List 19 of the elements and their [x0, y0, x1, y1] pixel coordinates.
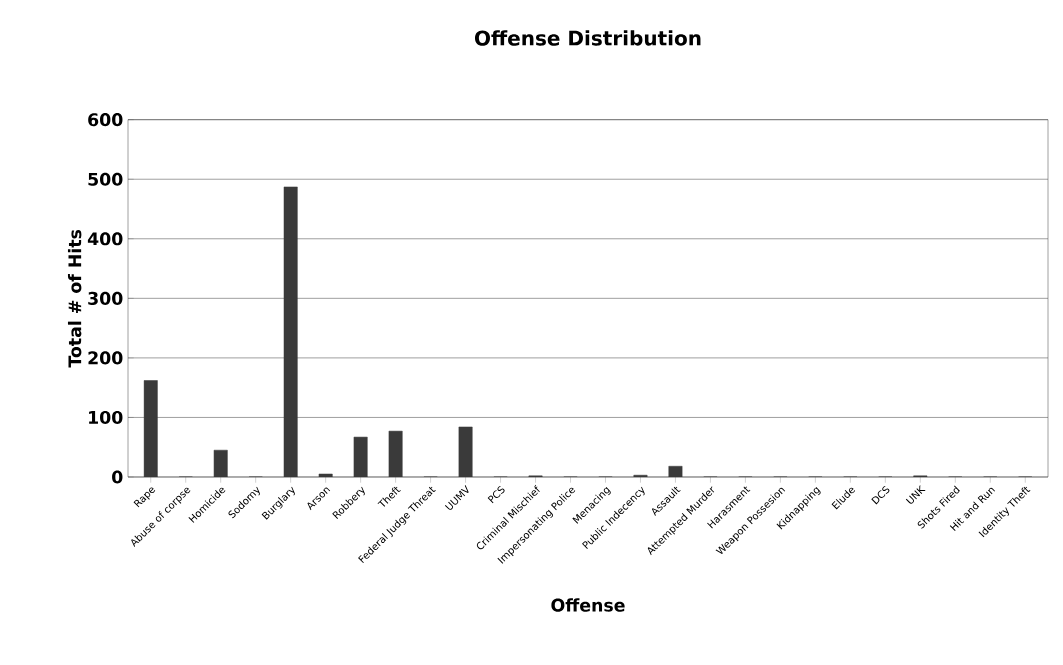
y-axis-title: Total # of Hits	[67, 229, 82, 368]
bar	[318, 473, 333, 477]
bar	[143, 380, 158, 477]
x-axis-title: Offense	[551, 598, 625, 612]
y-tick-label: 300	[88, 291, 123, 305]
y-tick-label: 200	[88, 351, 123, 365]
x-tick-label: PCS	[487, 485, 505, 504]
chart-title: Offense Distribution	[474, 30, 701, 46]
y-tick-label: 0	[112, 470, 123, 484]
bar	[458, 426, 473, 477]
bar	[213, 449, 228, 477]
bar	[668, 466, 683, 477]
y-tick-label: 400	[87, 232, 123, 246]
bar	[283, 186, 298, 477]
y-tick-label: 500	[88, 172, 123, 186]
bar	[388, 430, 403, 477]
y-tick-label: 100	[89, 410, 123, 425]
y-tick-label: 600	[88, 113, 123, 127]
bar	[353, 436, 368, 477]
